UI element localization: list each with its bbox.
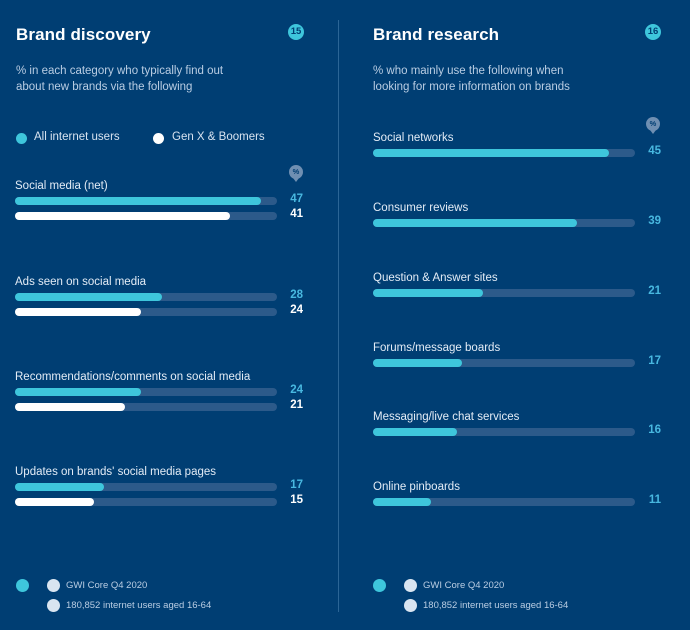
legend-swatch-genx-boomers	[153, 133, 164, 144]
value-label: 21	[648, 285, 661, 297]
panel-title: Brand discovery	[16, 25, 151, 44]
percent-unit-icon: %	[646, 117, 660, 134]
category-label: Social media (net)	[15, 180, 108, 192]
users-icon	[404, 599, 417, 612]
bar-track	[15, 293, 277, 301]
bar	[373, 149, 609, 157]
value-label: 24	[290, 304, 303, 316]
bar	[15, 197, 262, 205]
subtitle-line: looking for more information on brands	[373, 81, 570, 93]
value-label: 41	[290, 208, 303, 220]
bar-track	[15, 308, 277, 316]
source-icon	[47, 579, 60, 592]
bar	[15, 212, 230, 220]
category-label: Updates on brands' social media pages	[15, 466, 217, 478]
panel-subtitle: % in each category who typically find ou…	[16, 63, 223, 95]
bar-track	[373, 219, 635, 227]
bar-track	[15, 197, 277, 205]
bar	[15, 388, 141, 396]
bar	[373, 219, 578, 227]
bar	[15, 483, 105, 491]
bar-track	[15, 388, 277, 396]
subtitle-line: about new brands via the following	[16, 81, 193, 93]
value-label: 39	[648, 215, 661, 227]
subtitle-line: % who mainly use the following when	[373, 65, 564, 77]
subtitle-line: % in each category who typically find ou…	[16, 65, 224, 77]
value-label: 28	[290, 289, 303, 301]
base-text: 180,852 internet users aged 16-64	[66, 600, 212, 611]
percent-unit-icon: %	[289, 165, 303, 182]
bar-track	[373, 359, 635, 367]
value-label: 16	[648, 424, 661, 436]
base-text: 180,852 internet users aged 16-64	[423, 600, 569, 611]
source-text: GWI Core Q4 2020	[66, 580, 148, 591]
bar-track	[15, 403, 277, 411]
category-label: Social networks	[373, 132, 454, 144]
category-label: Recommendations/comments on social media	[15, 371, 251, 383]
panel-divider	[338, 20, 339, 612]
value-label: 17	[290, 479, 303, 491]
bar	[15, 498, 94, 506]
bar-track	[373, 149, 635, 157]
bar	[373, 289, 484, 297]
value-label: 24	[290, 384, 303, 396]
bar	[15, 308, 141, 316]
chart-icon	[16, 579, 29, 592]
bar	[15, 293, 162, 301]
bar	[373, 359, 463, 367]
category-label: Ads seen on social media	[15, 276, 147, 288]
bar	[373, 428, 457, 436]
bar-track	[373, 289, 635, 297]
bar-track	[373, 498, 635, 506]
category-label: Messaging/live chat services	[373, 411, 520, 423]
category-label: Question & Answer sites	[373, 272, 498, 284]
bar-track	[373, 428, 635, 436]
category-label: Consumer reviews	[373, 202, 469, 214]
source-icon	[404, 579, 417, 592]
value-label: 47	[290, 193, 303, 205]
bar-track	[15, 212, 277, 220]
value-label: 21	[290, 399, 303, 411]
chart-number-badge: 16	[645, 24, 661, 40]
value-label: 11	[648, 494, 661, 506]
users-icon	[47, 599, 60, 612]
source-text: GWI Core Q4 2020	[423, 580, 505, 591]
value-label: 45	[648, 145, 661, 157]
legend-label: All internet users	[34, 131, 120, 143]
legend-label: Gen X & Boomers	[172, 131, 265, 143]
value-label: 15	[290, 494, 303, 506]
bar-track	[15, 498, 277, 506]
bar	[15, 403, 126, 411]
chart-icon	[373, 579, 386, 592]
category-label: Online pinboards	[373, 481, 460, 493]
value-label: 17	[648, 355, 661, 367]
chart-number-badge: 15	[288, 24, 304, 40]
bar	[373, 498, 431, 506]
category-label: Forums/message boards	[373, 342, 501, 354]
legend-swatch-all-users	[16, 133, 27, 144]
panel-title: Brand research	[373, 25, 500, 44]
panel-subtitle: % who mainly use the following when look…	[373, 63, 570, 95]
bar-track	[15, 483, 277, 491]
